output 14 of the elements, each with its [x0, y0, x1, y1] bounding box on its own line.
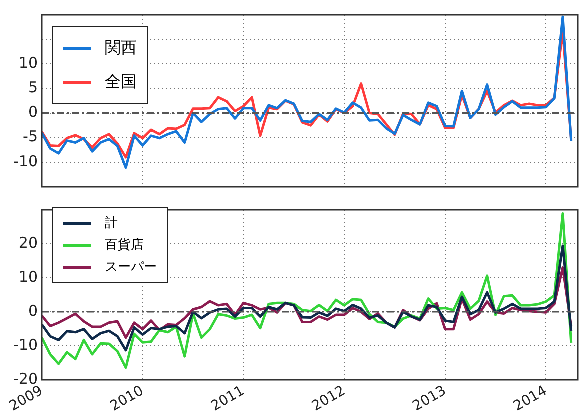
y-tick-label: 10	[18, 268, 38, 286]
y-tick-label: 0	[28, 103, 38, 122]
legend-label: 計	[105, 215, 118, 232]
legend-label: 関西	[105, 38, 137, 58]
legend-label: スーパー	[105, 259, 157, 276]
legend-label: 百貨店	[105, 237, 144, 254]
legend-label: 全国	[105, 72, 137, 92]
y-tick-label: 20	[18, 234, 38, 252]
y-tick-label: -5	[23, 128, 38, 146]
y-tick-label: -10	[14, 152, 38, 170]
y-tick-label: 10	[18, 54, 38, 72]
y-tick-label: -10	[14, 336, 38, 354]
y-tick-label: 5	[28, 78, 38, 97]
y-tick-label: 0	[28, 302, 38, 320]
